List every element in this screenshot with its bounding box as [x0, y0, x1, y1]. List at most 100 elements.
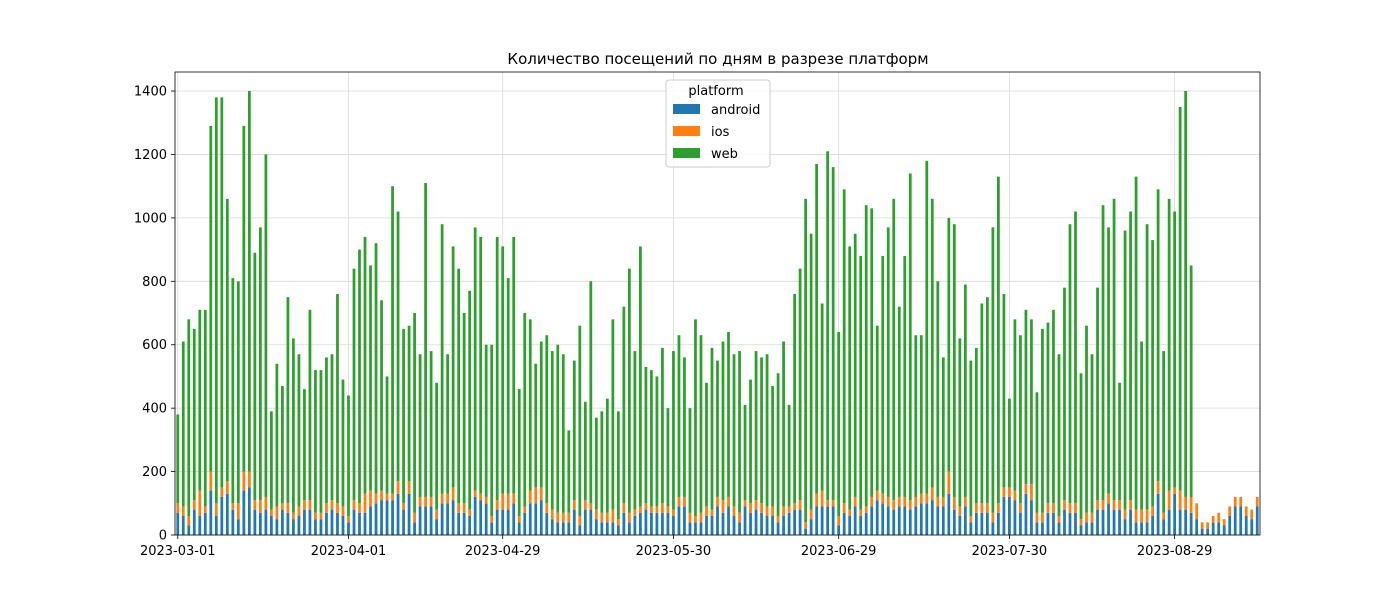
bar-web: [644, 366, 648, 504]
bar-ios: [374, 493, 378, 504]
bar-ios: [705, 506, 708, 516]
bar-ios: [925, 493, 929, 504]
bar-ios: [644, 503, 648, 510]
bar-android: [242, 490, 246, 535]
bar-android: [864, 512, 868, 535]
bar-ios: [402, 503, 405, 510]
bar-ios: [958, 506, 962, 516]
bar-android: [727, 506, 730, 535]
bar-web: [589, 281, 593, 504]
bar-ios: [506, 493, 510, 510]
bar-ios: [347, 515, 350, 523]
bar-web: [225, 198, 229, 482]
bar-ios: [936, 496, 940, 507]
bar-web: [853, 233, 857, 497]
bar-ios: [325, 503, 328, 513]
bar-android: [501, 509, 505, 535]
bar-ios: [545, 503, 549, 513]
bar-ios: [578, 515, 582, 526]
bar-ios: [187, 515, 191, 526]
bar-web: [402, 328, 405, 504]
bar-android: [611, 522, 615, 535]
bar-android: [341, 515, 345, 535]
legend-swatch-android: [673, 104, 700, 114]
bar-ios: [677, 496, 681, 507]
bar-web: [220, 97, 224, 488]
legend-swatch-web: [673, 148, 700, 158]
bar-android: [688, 522, 692, 535]
bar-web: [187, 319, 191, 516]
bar-ios: [1233, 496, 1237, 507]
bar-web: [628, 268, 631, 513]
bar-ios: [1057, 515, 1061, 523]
bar-web: [677, 335, 681, 497]
bar-web: [1085, 325, 1088, 513]
bar-android: [396, 493, 400, 535]
bar-ios: [611, 509, 615, 523]
bar-android: [628, 522, 631, 535]
bar-web: [457, 268, 461, 504]
bar-web: [490, 344, 494, 516]
bar-web: [347, 395, 350, 516]
bar-web: [1013, 319, 1017, 491]
bar-ios: [826, 500, 830, 507]
bar-android: [1228, 515, 1232, 535]
bar-web: [1068, 224, 1072, 504]
bar-android: [694, 522, 697, 535]
bar-ios: [1217, 512, 1221, 523]
bar-web: [1107, 227, 1110, 494]
bar-android: [826, 506, 830, 535]
bar-ios: [589, 503, 593, 510]
bar-ios: [1107, 493, 1110, 504]
bar-web: [694, 319, 697, 516]
bar-android: [523, 512, 527, 535]
bar-android: [1090, 522, 1094, 535]
bar-android: [363, 512, 367, 535]
bar-android: [958, 515, 962, 535]
bar-android: [1178, 509, 1182, 535]
bar-android: [969, 522, 973, 535]
bar-android: [616, 525, 620, 535]
bar-ios: [661, 503, 664, 513]
bar-android: [440, 503, 444, 535]
bar-ios: [258, 500, 262, 513]
bar-android: [1162, 519, 1165, 535]
bar-ios: [881, 493, 885, 504]
legend-title: platform: [688, 84, 743, 99]
bar-web: [743, 404, 747, 501]
bar-android: [374, 503, 378, 535]
bar-ios: [886, 496, 890, 507]
bar-android: [1189, 512, 1193, 535]
bar-ios: [1046, 503, 1050, 513]
bar-web: [639, 246, 642, 507]
bar-web: [886, 227, 890, 497]
bar-android: [270, 515, 273, 535]
bar-android: [925, 503, 929, 535]
bar-ios: [539, 487, 543, 501]
bar-web: [468, 290, 472, 510]
bar-android: [275, 519, 279, 535]
bar-ios: [969, 515, 973, 523]
bar-android: [919, 503, 923, 535]
bar-android: [1151, 515, 1154, 535]
bar-web: [1079, 373, 1083, 520]
bar-ios: [1200, 522, 1204, 529]
bar-android: [203, 512, 207, 535]
bar-ios: [853, 496, 857, 507]
bar-android: [754, 509, 758, 535]
bar-web: [1057, 354, 1061, 516]
bar-android: [699, 522, 703, 535]
bar-android: [451, 500, 455, 535]
bar-android: [1057, 522, 1061, 535]
bar-android: [1184, 509, 1188, 535]
bar-android: [429, 506, 433, 535]
bar-web: [908, 173, 912, 501]
bar-android: [352, 509, 356, 535]
bar-ios: [1145, 509, 1149, 523]
bar-ios: [710, 509, 714, 516]
bar-android: [980, 512, 984, 535]
bar-web: [716, 360, 719, 497]
bar-android: [677, 506, 681, 535]
bar-android: [181, 515, 185, 535]
